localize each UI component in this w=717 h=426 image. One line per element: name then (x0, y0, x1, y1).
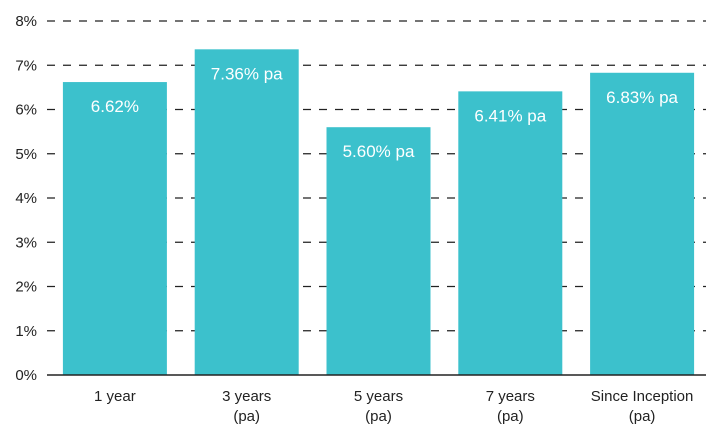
bar (62, 82, 167, 375)
x-category-label: (pa) (365, 408, 392, 425)
y-tick-label: 7% (15, 57, 37, 74)
x-category-label: Since Inception (591, 388, 694, 405)
x-category-label: 5 years (354, 388, 403, 405)
y-tick-label: 8% (15, 13, 37, 30)
y-tick-label: 3% (15, 234, 37, 251)
bar-value-label: 6.41% pa (474, 106, 546, 125)
y-tick-label: 1% (15, 323, 37, 340)
bar-data-labels: 6.62% 7.36% pa 5.60% pa 6.41% pa 6.83% pa (91, 64, 679, 161)
bar-value-label: 5.60% pa (343, 142, 415, 161)
y-tick-label: 4% (15, 190, 37, 207)
y-tick-label: 0% (15, 367, 37, 384)
y-tick-label: 2% (15, 279, 37, 296)
x-category-label: (pa) (629, 408, 656, 425)
bar-value-label: 7.36% pa (211, 64, 283, 83)
x-axis-category-labels: 1 year 3 years (pa) 5 years (pa) 7 years (pa) S… (94, 388, 693, 425)
x-category-label: (pa) (497, 408, 524, 425)
x-category-label: 1 year (94, 388, 136, 405)
bar (590, 72, 695, 376)
bars (62, 49, 695, 376)
y-axis-tick-labels: 0% 1% 2% 3% 4% 5% 6% 7% 8% (15, 13, 37, 384)
x-category-label: 7 years (486, 388, 535, 405)
bar-value-label: 6.83% pa (606, 88, 678, 107)
x-category-label: 3 years (222, 388, 271, 405)
bar-value-label: 6.62% (91, 97, 139, 116)
y-tick-label: 5% (15, 146, 37, 163)
x-category-label: (pa) (233, 408, 260, 425)
y-tick-label: 6% (15, 102, 37, 119)
bar (194, 49, 299, 375)
bar (458, 91, 563, 376)
bar (326, 127, 431, 375)
